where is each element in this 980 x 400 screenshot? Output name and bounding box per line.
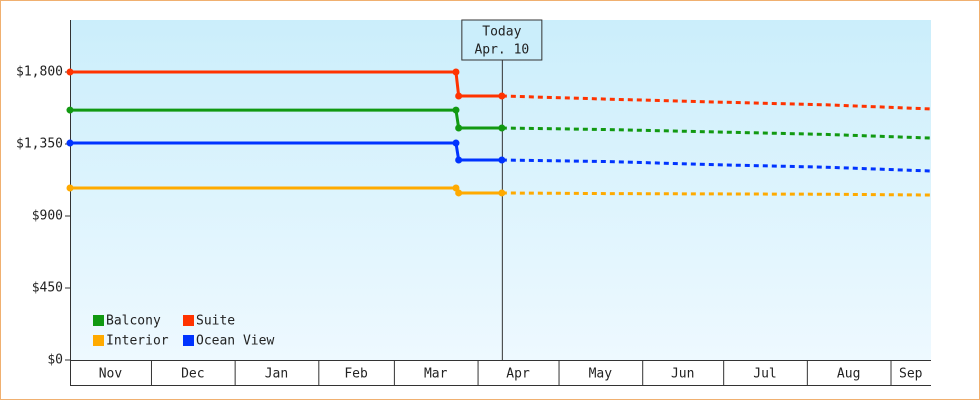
- point: [452, 68, 460, 76]
- x-tick-label: Nov: [99, 367, 123, 382]
- legend-label: Suite: [196, 314, 235, 329]
- today-date: Apr. 10: [474, 43, 529, 58]
- x-tick-label: Feb: [344, 367, 368, 382]
- series-line: [70, 141, 502, 162]
- y-tick-label: $1,350: [16, 137, 63, 152]
- x-tick-label: Jun: [671, 367, 694, 382]
- y-tick-label: $1,800: [16, 65, 63, 80]
- legend-swatch: [93, 315, 104, 326]
- legend-swatch: [183, 335, 194, 346]
- legend-swatch: [183, 315, 194, 326]
- today-label: Today: [482, 25, 521, 40]
- legend-label: Balcony: [106, 314, 161, 329]
- forecast-line: [501, 94, 932, 111]
- x-tick-label: Aug: [837, 367, 860, 382]
- point: [455, 124, 463, 132]
- legend-label: Interior: [106, 334, 169, 349]
- legend-label: Ocean View: [196, 334, 274, 349]
- point: [498, 124, 506, 132]
- legend-swatch: [93, 335, 104, 346]
- y-tick-label: $900: [32, 209, 63, 224]
- point: [455, 189, 463, 197]
- today-box: [461, 19, 543, 61]
- point: [66, 184, 74, 192]
- x-tick-label: Mar: [424, 367, 448, 382]
- point: [66, 106, 74, 114]
- series-line: [70, 108, 502, 130]
- y-tick-label: $450: [32, 281, 63, 296]
- x-tick-label: May: [589, 367, 613, 382]
- y-tick-label: $0: [47, 353, 63, 368]
- x-tick-label: Dec: [181, 367, 204, 382]
- point: [452, 139, 460, 147]
- point: [66, 68, 74, 76]
- point: [498, 156, 506, 164]
- point: [498, 189, 506, 197]
- point: [498, 92, 506, 100]
- x-tick-label: Jul: [753, 367, 776, 382]
- x-tick-label: Jan: [265, 367, 288, 382]
- series-line: [70, 70, 502, 98]
- point: [455, 156, 463, 164]
- x-tick-label: Sep: [899, 367, 923, 382]
- point: [66, 139, 74, 147]
- x-tick-label: Apr: [506, 367, 530, 382]
- point: [455, 92, 463, 100]
- point: [452, 106, 460, 114]
